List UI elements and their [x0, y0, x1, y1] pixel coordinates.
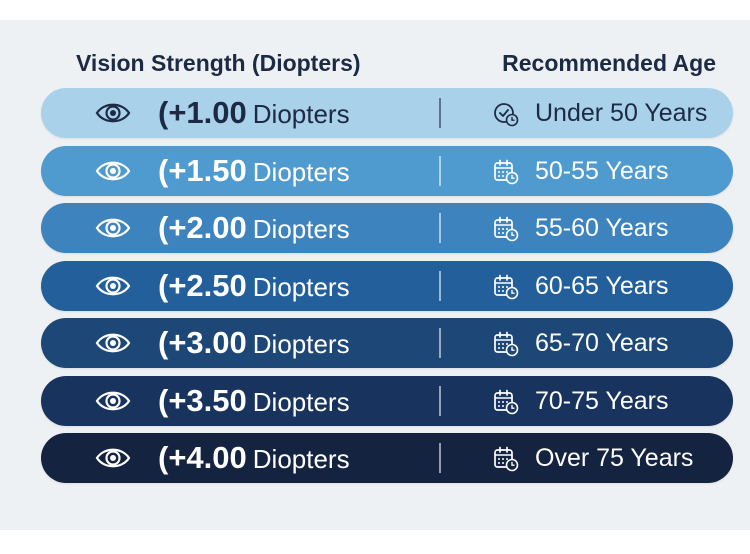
- column-divider: [439, 155, 441, 186]
- eye-icon: [95, 103, 131, 123]
- diopter-unit: Diopters: [252, 156, 350, 187]
- calendar-clock-icon: [494, 331, 519, 357]
- vision-strength-heading: Vision Strength (Diopters): [76, 50, 361, 76]
- age-range: 60-65 Years: [535, 271, 669, 300]
- strength-value: (+3.50 Diopters: [158, 376, 350, 426]
- diopter-number: (+1.50: [158, 152, 247, 188]
- diopter-row-4[interactable]: (+2.50 Diopters 60-65 Years: [41, 260, 733, 311]
- strength-value: (+3.00 Diopters: [158, 318, 350, 368]
- diopter-row-5[interactable]: (+3.00 Diopters 65-70 Years: [41, 318, 733, 368]
- eye-icon: [95, 448, 131, 468]
- calendar-clock-icon: [494, 389, 519, 414]
- age-range: Over 75 Years: [535, 444, 694, 472]
- diopter-unit: Diopters: [252, 271, 350, 302]
- diopter-unit: Diopters: [252, 386, 350, 417]
- recommended-age-heading: Recommended Age: [502, 50, 716, 76]
- calendar-clock-icon: [494, 446, 519, 472]
- diopter-row-2[interactable]: (+1.50 Diopters 50-55 Years: [41, 145, 733, 196]
- diopter-number: (+4.00: [158, 440, 247, 475]
- calendar-clock-icon: [494, 159, 519, 184]
- diopter-row-7[interactable]: (+4.00 Diopters Over 75 Years: [41, 433, 733, 483]
- diopter-number: (+3.00: [158, 325, 247, 360]
- strength-value: (+1.00 Diopters: [158, 88, 350, 138]
- calendar-clock-icon: [494, 216, 519, 242]
- diopter-number: (+2.50: [158, 267, 247, 303]
- diopter-unit: Diopters: [252, 329, 350, 359]
- age-range: 50-55 Years: [535, 156, 669, 185]
- column-divider: [439, 328, 441, 358]
- strength-value: (+2.50 Diopters: [158, 261, 350, 311]
- diopter-row-1[interactable]: (+1.00 Diopters Under 50 Years: [41, 88, 733, 138]
- eye-icon: [95, 391, 131, 410]
- diopter-number: (+2.00: [158, 210, 247, 245]
- age-range: 55-60 Years: [535, 214, 669, 242]
- diopter-row-3[interactable]: (+2.00 Diopters 55-60 Years: [41, 203, 733, 253]
- calendar-clock-icon: [494, 274, 519, 299]
- table-header: Vision Strength (Diopters) Recommended A…: [0, 42, 750, 82]
- eye-icon: [95, 333, 131, 353]
- diopter-unit: Diopters: [252, 99, 350, 129]
- clock-check-icon: [494, 103, 519, 127]
- eye-icon: [95, 218, 131, 238]
- strength-value: (+1.50 Diopters: [158, 146, 350, 196]
- diopter-number: (+3.50: [158, 382, 247, 418]
- age-range: 65-70 Years: [535, 329, 669, 357]
- strength-value: (+4.00 Diopters: [158, 433, 350, 483]
- diopter-row-6[interactable]: (+3.50 Diopters 70-75 Years: [41, 375, 733, 426]
- eye-icon: [95, 161, 131, 180]
- column-divider: [439, 385, 441, 416]
- eye-icon: [95, 276, 131, 295]
- column-divider: [439, 443, 441, 473]
- column-divider: [439, 213, 441, 243]
- age-range: 70-75 Years: [535, 386, 669, 415]
- column-divider: [439, 270, 441, 301]
- age-range: Under 50 Years: [535, 99, 708, 127]
- diopter-age-list: (+1.00 Diopters Under 50 Years (+1.50 Diop…: [41, 88, 733, 491]
- diopter-number: (+1.00: [158, 95, 247, 130]
- diopter-unit: Diopters: [252, 444, 350, 474]
- strength-value: (+2.00 Diopters: [158, 203, 350, 253]
- column-divider: [439, 98, 441, 128]
- diopter-unit: Diopters: [252, 214, 350, 244]
